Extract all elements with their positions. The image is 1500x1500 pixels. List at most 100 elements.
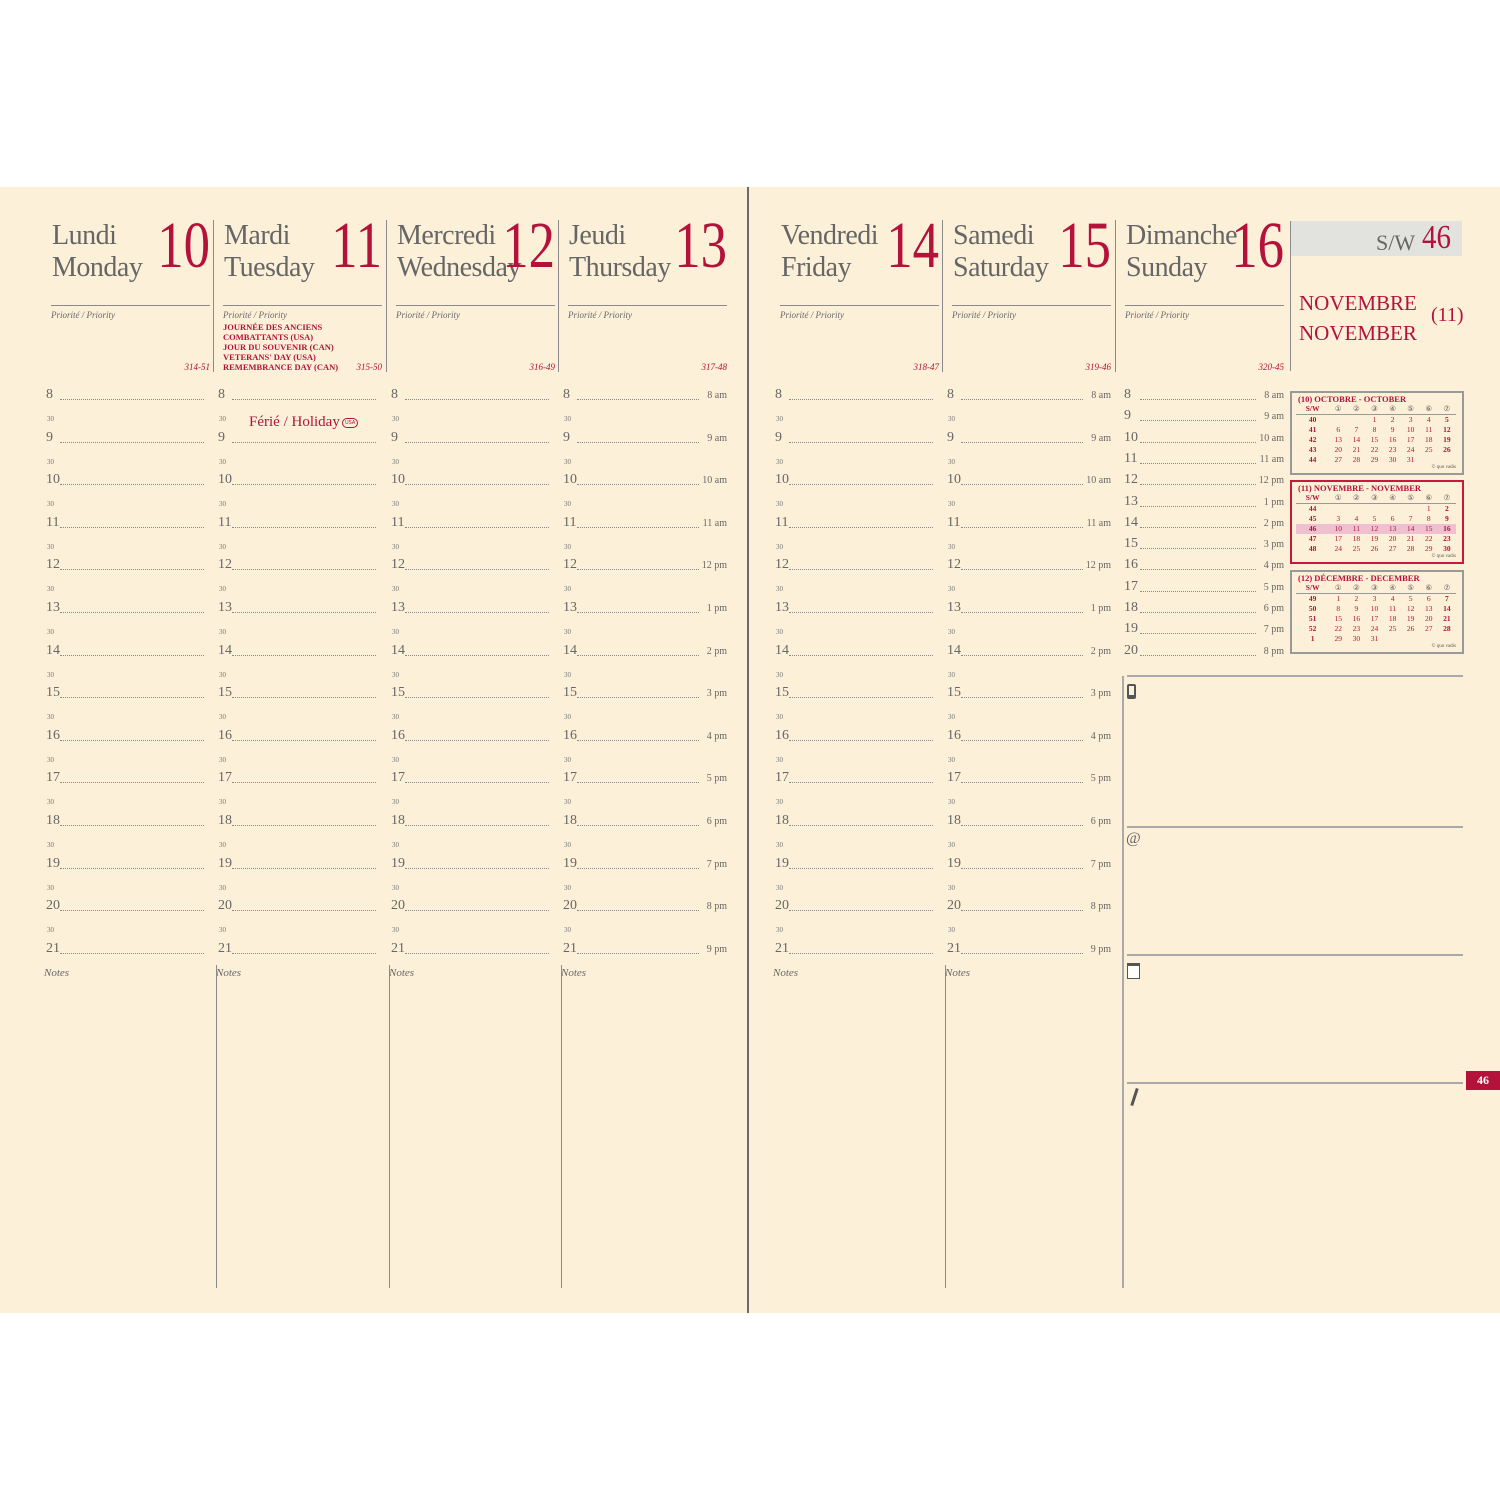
hour-line[interactable]	[789, 697, 933, 699]
hour-line[interactable]	[961, 825, 1083, 826]
hour-line[interactable]	[961, 612, 1083, 613]
hour-line[interactable]	[60, 526, 204, 528]
hour-line[interactable]	[789, 569, 933, 571]
hour-line[interactable]	[405, 782, 549, 784]
hour-line[interactable]	[577, 867, 699, 869]
hour-line[interactable]	[60, 654, 204, 656]
hour-line[interactable]	[405, 952, 549, 954]
hour-line[interactable]	[961, 654, 1083, 656]
hour-line[interactable]	[232, 952, 376, 954]
hour-line[interactable]	[60, 441, 204, 443]
hour-line[interactable]	[1140, 462, 1256, 464]
hour-line[interactable]	[232, 484, 376, 486]
hour-line[interactable]	[789, 825, 933, 826]
hour-line[interactable]	[577, 697, 699, 699]
hour-line[interactable]	[789, 654, 933, 656]
hour-line[interactable]	[577, 399, 699, 400]
hour-line[interactable]	[789, 739, 933, 741]
hour-line[interactable]	[232, 612, 376, 613]
hour-line[interactable]	[1140, 654, 1256, 656]
hour-line[interactable]	[232, 654, 376, 656]
hour-line[interactable]	[577, 739, 699, 741]
hour-line[interactable]	[577, 782, 699, 784]
hour-line[interactable]	[577, 441, 699, 443]
hour-line[interactable]	[405, 739, 549, 741]
hour-line[interactable]	[60, 569, 204, 571]
hour-line[interactable]	[961, 569, 1083, 571]
hour-line[interactable]	[1140, 633, 1256, 635]
hour-line[interactable]	[961, 739, 1083, 741]
hour-line[interactable]	[60, 399, 204, 400]
hour-line[interactable]	[961, 526, 1083, 528]
hour-line[interactable]	[789, 867, 933, 869]
hour-line[interactable]	[405, 399, 549, 400]
hour-line[interactable]	[232, 825, 376, 826]
hour-line[interactable]	[60, 782, 204, 784]
hour-line[interactable]	[232, 526, 376, 528]
hour-line[interactable]	[789, 612, 933, 613]
hour-label: 15	[563, 685, 577, 701]
hour-line[interactable]	[577, 569, 699, 571]
hour-line[interactable]	[232, 739, 376, 741]
hour-line[interactable]	[961, 399, 1083, 400]
hour-line[interactable]	[232, 399, 376, 400]
hour-line[interactable]	[1140, 484, 1256, 486]
page-tab[interactable]: 46	[1466, 1071, 1500, 1090]
hour-line[interactable]	[232, 569, 376, 571]
hour-line[interactable]	[577, 952, 699, 954]
hour-line[interactable]	[577, 825, 699, 826]
hour-line[interactable]	[789, 526, 933, 528]
hour-line[interactable]	[232, 867, 376, 869]
hour-line[interactable]	[405, 825, 549, 826]
hour-line[interactable]	[405, 910, 549, 912]
hour-line[interactable]	[232, 910, 376, 912]
hour-line[interactable]	[789, 910, 933, 912]
hour-line[interactable]	[577, 654, 699, 656]
hour-line[interactable]	[405, 612, 549, 613]
hour-line[interactable]	[405, 569, 549, 571]
hour-line[interactable]	[961, 952, 1083, 954]
hour-line[interactable]	[60, 825, 204, 826]
hour-line[interactable]	[577, 612, 699, 613]
hour-line[interactable]	[405, 697, 549, 699]
hour-line[interactable]	[60, 612, 204, 613]
hour-line[interactable]	[1140, 399, 1256, 400]
hour-line[interactable]	[1140, 569, 1256, 571]
hour-line[interactable]	[1140, 612, 1256, 613]
hour-line[interactable]	[232, 441, 376, 443]
hour-line[interactable]	[577, 484, 699, 486]
hour-line[interactable]	[405, 867, 549, 869]
hour-line[interactable]	[60, 739, 204, 741]
hour-line[interactable]	[789, 399, 933, 400]
hour-line[interactable]	[1140, 441, 1256, 443]
hour-line[interactable]	[789, 441, 933, 443]
hour-line[interactable]	[961, 910, 1083, 912]
hour-line[interactable]	[1140, 526, 1256, 528]
hour-line[interactable]	[577, 526, 699, 528]
hour-line[interactable]	[961, 484, 1083, 486]
hour-line[interactable]	[789, 484, 933, 486]
hour-line[interactable]	[60, 867, 204, 869]
hour-line[interactable]	[60, 697, 204, 699]
hour-line[interactable]	[1140, 590, 1256, 592]
hour-line[interactable]	[232, 697, 376, 699]
hour-line[interactable]	[405, 526, 549, 528]
hour-line[interactable]	[789, 782, 933, 784]
hour-line[interactable]	[405, 654, 549, 656]
hour-line[interactable]	[961, 697, 1083, 699]
hour-line[interactable]	[405, 441, 549, 443]
hour-line[interactable]	[577, 910, 699, 912]
hour-line[interactable]	[232, 782, 376, 784]
hour-line[interactable]	[961, 441, 1083, 443]
hour-line[interactable]	[405, 484, 549, 486]
hour-line[interactable]	[1140, 420, 1256, 422]
ampm-label: 5 pm	[1090, 773, 1111, 785]
hour-line[interactable]	[1140, 548, 1256, 550]
hour-line[interactable]	[60, 484, 204, 486]
hour-line[interactable]	[1140, 505, 1256, 507]
hour-line[interactable]	[789, 952, 933, 954]
hour-line[interactable]	[961, 867, 1083, 869]
hour-line[interactable]	[961, 782, 1083, 784]
hour-line[interactable]	[60, 910, 204, 912]
hour-line[interactable]	[60, 952, 204, 954]
